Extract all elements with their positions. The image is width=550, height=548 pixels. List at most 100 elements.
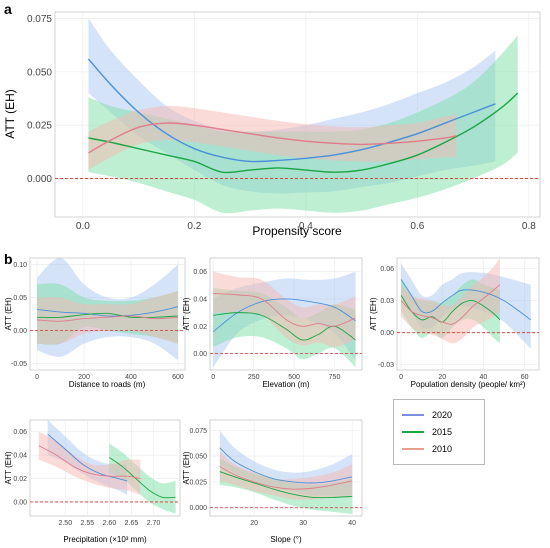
y-axis-title: ATT (EH) (182, 451, 191, 484)
legend: 2020 2015 2010 (393, 399, 485, 465)
y-tick-label: -0.05 (11, 361, 27, 368)
series-line-2020 (400, 279, 532, 321)
y-tick-label: 0.10 (13, 262, 27, 269)
series-line-2015 (109, 457, 176, 499)
y-axis-title: ATT (EH) (3, 89, 17, 139)
y-tick-label: 0.06 (13, 429, 27, 436)
legend-item-2010: 2010 (402, 442, 452, 456)
x-tick-label: 200 (78, 374, 90, 381)
y-tick-label: 0.025 (189, 479, 207, 486)
y-tick-label: 0.02 (193, 324, 207, 331)
y-tick-label: 0.075 (27, 14, 52, 25)
x-axis-title: Distance to roads (m) (69, 380, 146, 389)
y-axis-title: ATT (EH) (369, 297, 378, 330)
y-tick-label: 0.050 (27, 67, 52, 78)
x-tick-label: 0.0 (76, 221, 90, 232)
confidence-band-2010 (401, 258, 500, 344)
x-tick-label: 2.65 (125, 520, 139, 527)
series-line-2020 (47, 433, 128, 482)
panel-b3: 0 20 40 60 -0.03 0.00 0.03 0.06 Population densi… (369, 257, 540, 389)
x-axis-title: Slope (°) (270, 535, 302, 544)
y-tick-label: 0.06 (193, 269, 207, 276)
panel-b1: 0 200 400 600 -0.05 0.00 0.05 0.10 Distance to r… (4, 251, 186, 389)
legend-item-2015: 2015 (402, 425, 452, 439)
x-tick-label: 400 (125, 374, 137, 381)
panel-letter-a: a (4, 1, 12, 17)
panel-b5: 20 30 40 0.000 0.025 0.050 0.075 Slope (°) ATT (… (182, 419, 363, 544)
y-tick-label: 0.025 (27, 121, 52, 132)
confidence-band-2010 (38, 431, 141, 495)
y-tick-label: 0.04 (193, 296, 207, 303)
x-tick-label: 20 (250, 520, 258, 527)
panel-letter-b: b (4, 251, 13, 267)
x-tick-label: 0.4 (299, 221, 313, 232)
x-tick-label: 0.6 (410, 221, 424, 232)
series-line-2015 (219, 471, 353, 499)
y-axis-title: ATT (EH) (182, 297, 191, 330)
legend-label-2010: 2010 (432, 444, 453, 454)
x-tick-label: 2.70 (147, 520, 161, 527)
series-line-2015 (400, 295, 501, 323)
x-axis-title: Propensity score (252, 224, 342, 238)
x-tick-label: 40 (348, 520, 356, 527)
y-tick-label: 0.02 (13, 476, 27, 483)
y-tick-label: 0.000 (189, 505, 207, 512)
series-line-2010 (88, 122, 457, 154)
x-tick-label: 0 (211, 374, 215, 381)
y-axis-title: ATT (EH) (4, 451, 13, 484)
legend-swatch-2020 (402, 414, 424, 416)
legend-item-2020: 2020 (402, 408, 452, 422)
y-tick-label: 0.03 (380, 298, 394, 305)
series-line-2010 (213, 293, 356, 327)
series-line-2010 (37, 315, 178, 322)
y-axis-title: ATT (EH) (4, 297, 13, 330)
panel-b2: 0 250 500 750 0.00 0.02 0.04 0.06 Elevation (m) A… (182, 257, 363, 389)
x-tick-label: 0 (399, 374, 403, 381)
x-tick-label: 30 (299, 520, 307, 527)
y-tick-label: 0.050 (189, 454, 207, 461)
series-line-2010 (400, 284, 501, 325)
series-line-2020 (219, 447, 353, 484)
series-line-2015 (88, 92, 519, 174)
y-tick-label: 0.00 (13, 499, 27, 506)
x-axis-title: Precipitation (×10³ mm) (63, 535, 147, 544)
x-tick-label: 500 (288, 374, 300, 381)
y-tick-label: 0.00 (193, 351, 207, 358)
series-line-2010 (38, 445, 141, 479)
y-tick-label: 0.00 (380, 330, 394, 337)
confidence-band-2015 (88, 35, 518, 214)
x-tick-label: 0.8 (522, 221, 536, 232)
x-tick-label: 2.55 (81, 520, 95, 527)
panel-b4: 2.50 2.55 2.60 2.65 2.70 0.00 0.02 0.04 0.06 Prec… (4, 419, 181, 544)
x-tick-label: 20 (438, 374, 446, 381)
series-line-2015 (37, 312, 178, 319)
legend-label-2015: 2015 (432, 427, 453, 437)
legend-swatch-2015 (402, 431, 424, 433)
x-tick-label: 250 (248, 374, 260, 381)
x-axis-title: Elevation (m) (262, 380, 309, 389)
series-line-2010 (219, 466, 353, 490)
x-tick-label: 2.50 (58, 520, 72, 527)
confidence-band-2010 (213, 271, 356, 347)
confidence-band-2010 (88, 105, 457, 171)
y-tick-label: 0.075 (189, 428, 207, 435)
y-tick-label: 0.06 (380, 266, 394, 273)
legend-label-2020: 2020 (432, 410, 453, 420)
x-tick-label: 40 (480, 374, 488, 381)
series-line-2020 (36, 306, 179, 317)
legend-swatch-2010 (402, 448, 424, 450)
x-tick-label: 600 (172, 374, 184, 381)
x-tick-label: 0.2 (187, 221, 201, 232)
confidence-band-2010 (219, 452, 353, 500)
x-tick-label: 0 (35, 374, 39, 381)
x-tick-label: 2.60 (103, 520, 117, 527)
x-axis-title: Population density (people/ km²) (411, 380, 526, 389)
y-tick-label: 0.000 (27, 174, 52, 185)
x-tick-label: 750 (329, 374, 341, 381)
panel-a: 0.0 0.2 0.4 0.6 0.8 0.000 0.025 0.050 0.075 Prope… (3, 1, 541, 238)
y-tick-label: -0.03 (378, 362, 394, 369)
x-tick-label: 60 (521, 374, 529, 381)
y-tick-label: 0.04 (13, 453, 27, 460)
y-tick-label: 0.05 (13, 295, 27, 302)
